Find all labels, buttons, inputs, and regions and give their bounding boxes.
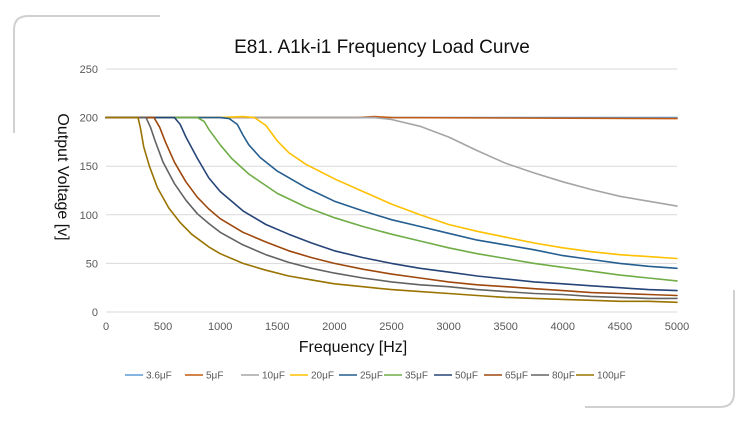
legend-label-4: 25μF bbox=[360, 371, 383, 382]
legend-label-2: 10μF bbox=[262, 371, 285, 382]
y-tick-label: 50 bbox=[86, 258, 98, 270]
legend-label-1: 5μF bbox=[206, 371, 223, 382]
y-tick-label: 100 bbox=[80, 210, 98, 222]
series-line-3 bbox=[105, 115, 678, 260]
x-tick-label: 500 bbox=[154, 321, 172, 333]
y-axis-label: Output Voltage [v] bbox=[54, 113, 71, 240]
series-line-7 bbox=[105, 116, 678, 297]
x-tick-label: 0 bbox=[103, 321, 109, 333]
x-tick-label: 4000 bbox=[551, 321, 575, 333]
legend-label-3: 20μF bbox=[311, 371, 334, 382]
series-line-9 bbox=[105, 116, 678, 304]
x-axis-label: Frequency [Hz] bbox=[299, 339, 407, 356]
legend: 3.6μF 5μF 10μF 20μF 25μF 35μF 50μF 65μF 80μF 100μ… bbox=[125, 371, 626, 382]
series-line-5 bbox=[105, 116, 678, 282]
x-tick-label: 4500 bbox=[608, 321, 632, 333]
x-tick-label: 1500 bbox=[265, 321, 289, 333]
legend-label-0: 3.6μF bbox=[146, 371, 172, 382]
x-tick-label: 3500 bbox=[493, 321, 517, 333]
series-line-6 bbox=[105, 116, 678, 292]
legend-label-9: 100μF bbox=[597, 371, 626, 382]
x-tick-label: 5000 bbox=[665, 321, 689, 333]
x-tick-label: 3000 bbox=[436, 321, 460, 333]
y-axis-ticks: 0 50 100 150 200 250 bbox=[80, 64, 98, 319]
series-lines bbox=[105, 115, 678, 304]
series-line-4 bbox=[105, 116, 678, 270]
y-tick-label: 200 bbox=[80, 113, 98, 125]
legend-label-5: 35μF bbox=[405, 371, 428, 382]
y-tick-label: 250 bbox=[80, 64, 98, 76]
legend-label-8: 80μF bbox=[552, 371, 575, 382]
legend-label-6: 50μF bbox=[455, 371, 478, 382]
y-tick-label: 150 bbox=[80, 161, 98, 173]
series-line-2 bbox=[105, 116, 678, 207]
y-tick-label: 0 bbox=[92, 307, 98, 319]
x-axis-ticks: 0 500 1000 1500 2000 2500 3000 3500 4000 4500 5000 bbox=[103, 321, 689, 333]
x-tick-label: 1000 bbox=[208, 321, 232, 333]
chart-title: E81. A1k-i1 Frequency Load Curve bbox=[234, 37, 530, 58]
legend-label-7: 65μF bbox=[505, 371, 528, 382]
x-tick-label: 2000 bbox=[322, 321, 346, 333]
x-tick-label: 2500 bbox=[379, 321, 403, 333]
series-line-8 bbox=[105, 116, 678, 300]
